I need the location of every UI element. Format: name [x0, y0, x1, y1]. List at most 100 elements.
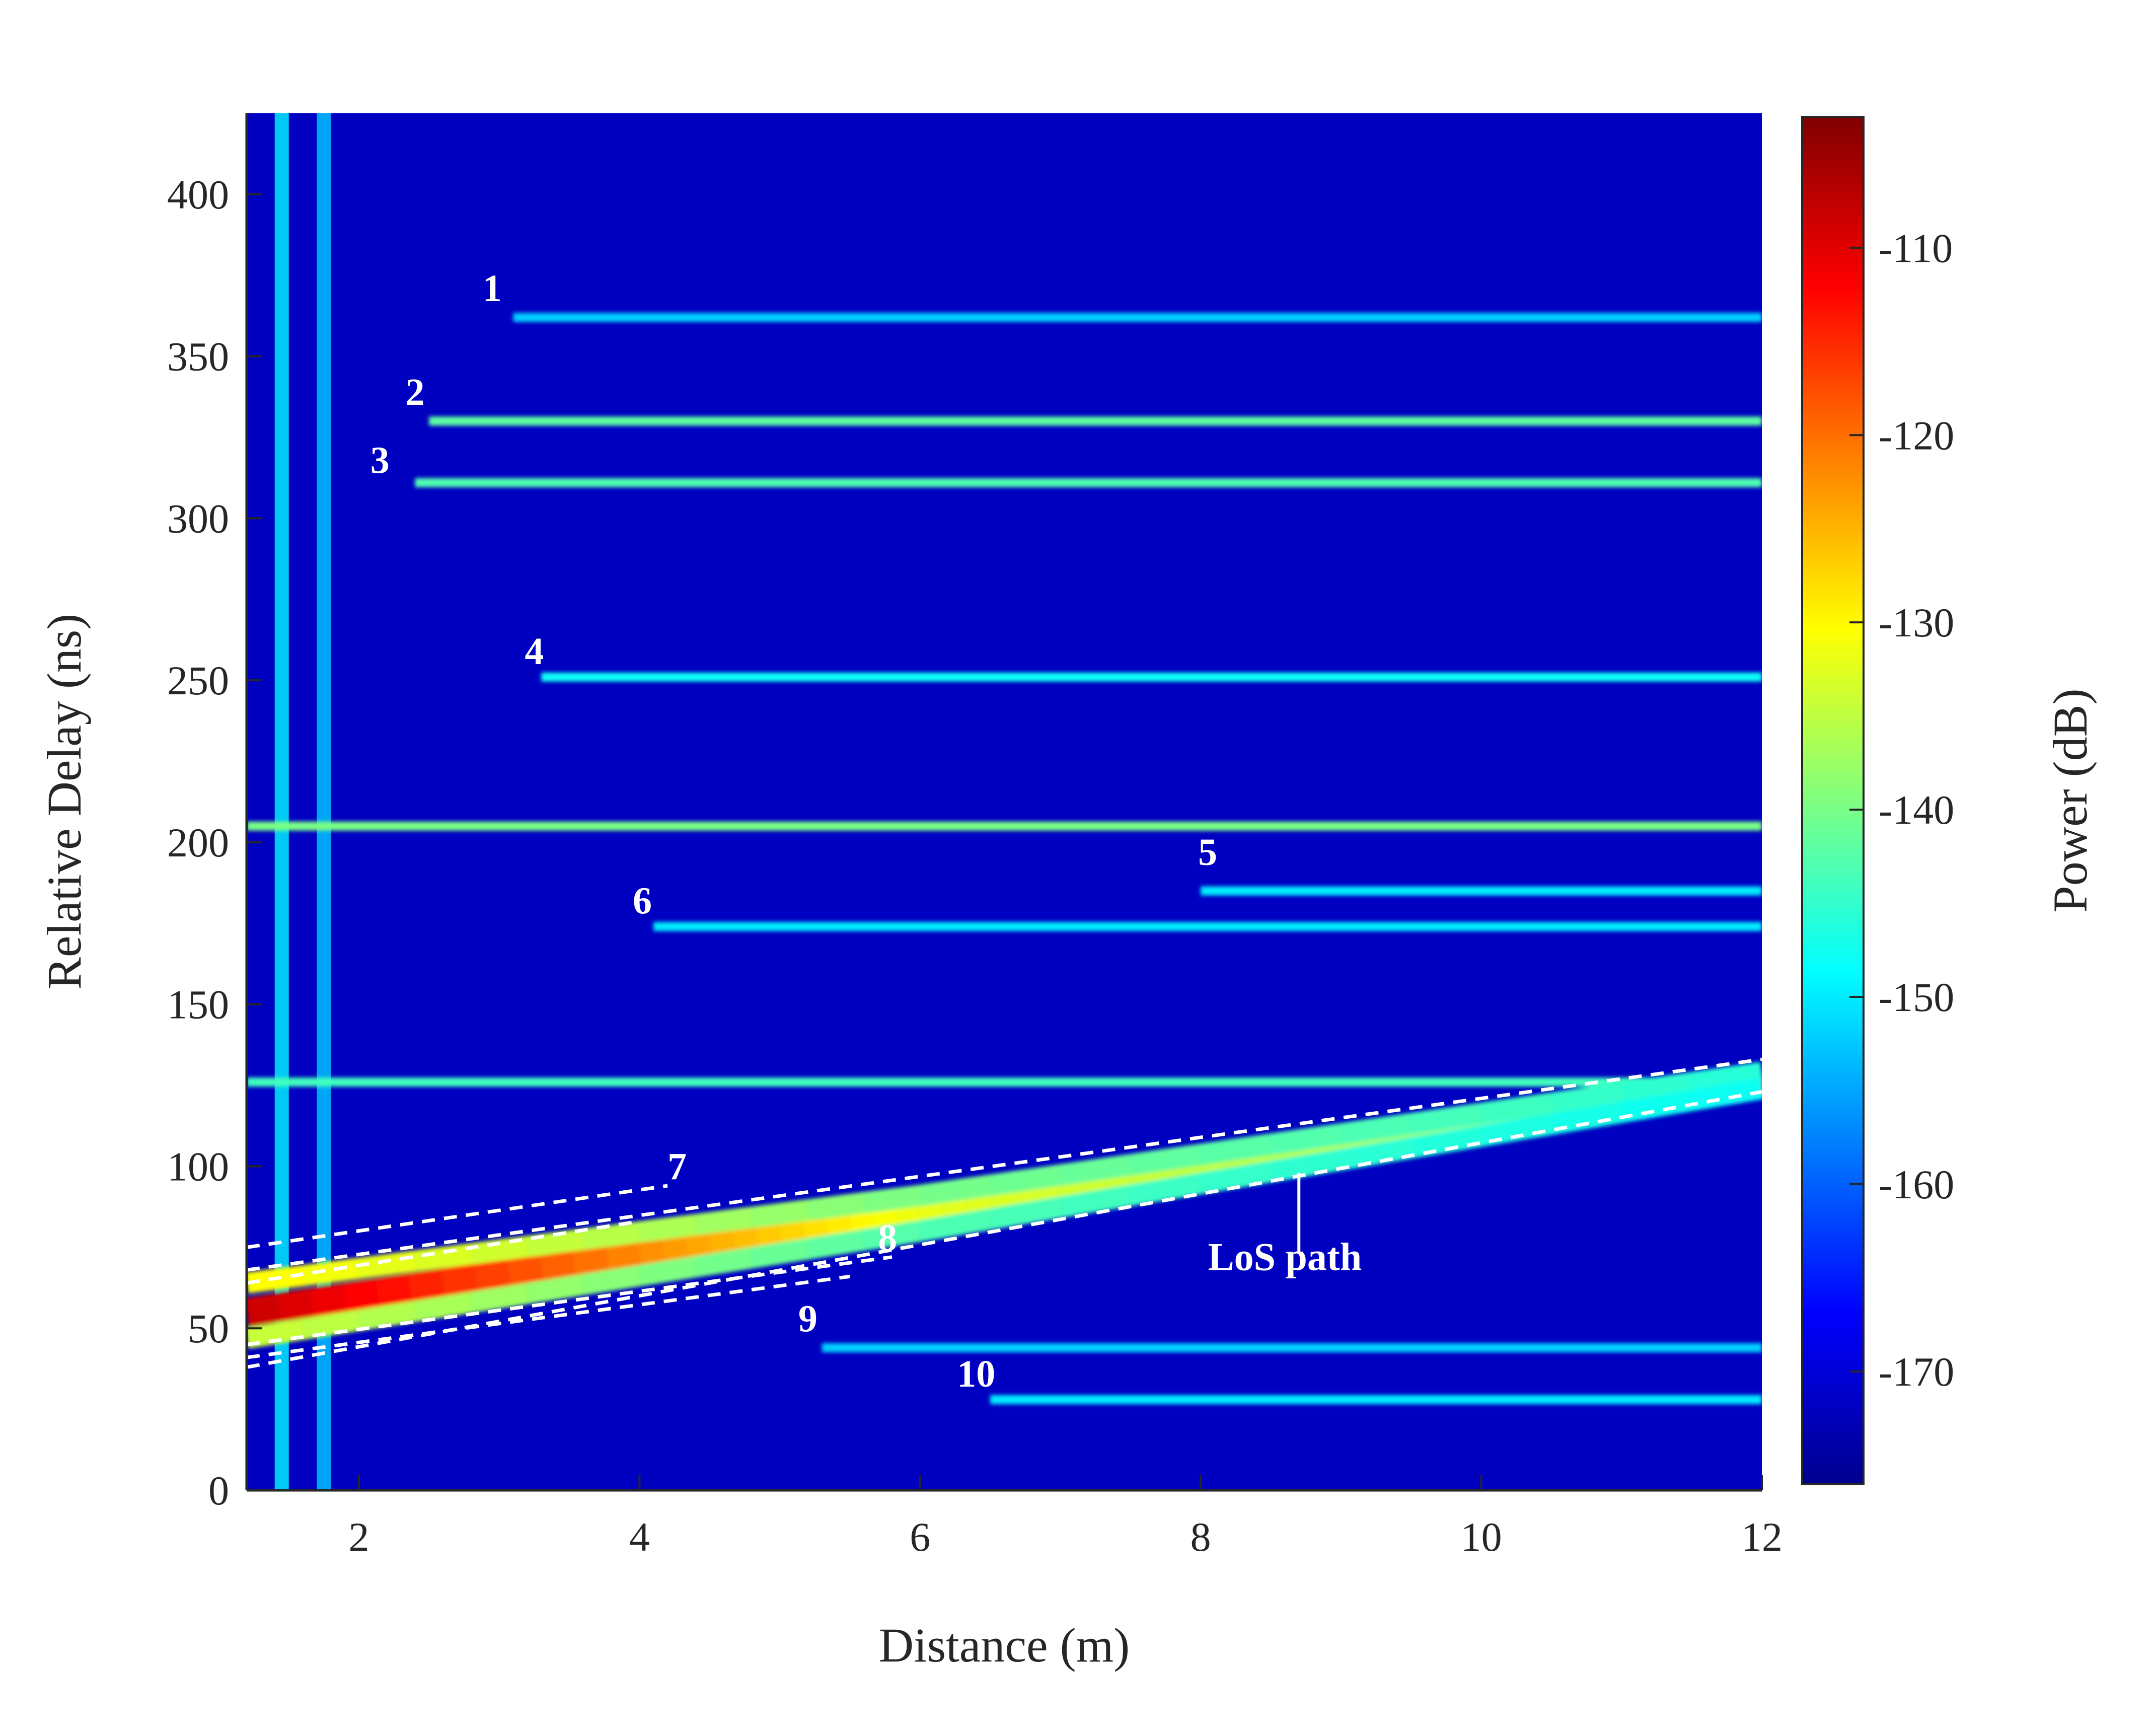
path-label-5: 5 [1198, 831, 1217, 874]
sloped-path-3-segment [1619, 1090, 1694, 1123]
los-path-segment [1269, 1141, 1297, 1173]
x-tick-label: 4 [629, 1514, 650, 1560]
sloped-path-3-segment [526, 1274, 585, 1305]
los-path-segment [1339, 1131, 1367, 1163]
sloped-path-3-segment [247, 1318, 305, 1349]
x-axis-title: Distance (m) [879, 1618, 1130, 1672]
los-path-label: LoS path [1208, 1235, 1362, 1278]
sloped-path-2-segment [1269, 1123, 1343, 1155]
sloped-path-2-segment [1479, 1092, 1553, 1124]
sloped-path-3-segment [694, 1247, 754, 1277]
colorbar-tick-label: -130 [1879, 600, 1954, 645]
sloped-path-3-segment [750, 1238, 810, 1269]
los-path-segment [684, 1229, 712, 1261]
x-tick-label: 6 [910, 1514, 930, 1560]
path-line-9 [822, 1343, 1762, 1352]
los-path-segment [310, 1283, 347, 1317]
los-path-segment [1058, 1173, 1086, 1205]
path-line-unlabeled-5 [247, 821, 1762, 831]
los-path-segment [1198, 1151, 1226, 1184]
y-tick-label: 100 [167, 1143, 229, 1189]
y-tick-label: 200 [167, 820, 229, 865]
los-path-segment [1175, 1155, 1203, 1187]
sloped-path-3-segment [357, 1301, 417, 1331]
path-label-4: 4 [525, 630, 544, 673]
sloped-path-2-segment [1339, 1113, 1413, 1145]
los-path-segment [277, 1288, 315, 1322]
los-path-segment [660, 1233, 689, 1265]
sloped-path-2-segment [638, 1214, 697, 1243]
los-path-segment [506, 1254, 544, 1287]
path-line-6 [653, 922, 1762, 931]
sloped-path-2-segment [1620, 1072, 1693, 1104]
sloped-path-3-segment [1339, 1137, 1413, 1171]
guide-line-4 [247, 1090, 1762, 1369]
los-path-segment [964, 1187, 993, 1219]
sloped-path-2-segment [526, 1229, 585, 1257]
path-label-3: 3 [370, 439, 390, 481]
path-line-5 [1201, 886, 1762, 896]
sloped-path-2-segment [582, 1221, 641, 1250]
y-axis-title: Relative Delay (ns) [37, 614, 91, 989]
sloped-path-3-segment [638, 1256, 698, 1286]
path-label-6: 6 [633, 880, 652, 922]
y-tick-label: 50 [188, 1306, 229, 1351]
los-path-segment [1128, 1162, 1156, 1194]
sloped-path-3-segment [988, 1197, 1063, 1230]
y-tick-label: 0 [208, 1468, 229, 1513]
x-tick-label: 12 [1741, 1514, 1782, 1560]
los-path-segment [707, 1225, 735, 1258]
los-path-segment [895, 1197, 922, 1230]
los-path-segment [1292, 1138, 1320, 1170]
path-label-1: 1 [483, 267, 502, 310]
y-tick-label: 300 [167, 495, 229, 541]
path-label-10: 10 [957, 1353, 995, 1395]
sloped-path-3-segment [1129, 1173, 1203, 1206]
los-path-segment [941, 1190, 969, 1222]
los-path-segment [375, 1273, 413, 1307]
los-path-segment [777, 1215, 805, 1247]
path-line-2 [429, 416, 1762, 426]
path-label-8: 8 [878, 1217, 897, 1259]
los-path-segment [247, 1293, 282, 1327]
path-line-4 [541, 672, 1762, 682]
sloped-path-2-segment [750, 1199, 809, 1228]
path-line-1 [513, 313, 1762, 322]
colorbar-tick-label: -110 [1879, 225, 1953, 271]
colorbar-tick-label: -140 [1879, 787, 1954, 833]
sloped-path-3-segment [918, 1208, 992, 1242]
sloped-path-2-segment [1549, 1082, 1623, 1114]
path-label-7: 7 [667, 1145, 687, 1188]
sloped-path-3-segment [1409, 1125, 1483, 1159]
path-label-9: 9 [798, 1298, 817, 1340]
path-line-3 [415, 478, 1762, 487]
sloped-path-3-segment [301, 1310, 361, 1340]
guide-line-5 [247, 1274, 850, 1359]
los-path-segment [1105, 1166, 1133, 1198]
sloped-path-2-segment [301, 1258, 360, 1286]
x-tick-label: 2 [348, 1514, 369, 1560]
sloped-path-2-segment [694, 1206, 754, 1236]
sloped-path-2-segment [989, 1164, 1062, 1196]
sloped-path-3-segment [1269, 1149, 1343, 1183]
x-tick-label: 8 [1191, 1514, 1211, 1560]
y-tick-label: 400 [167, 172, 229, 218]
sloped-path-3-segment [1479, 1113, 1553, 1147]
sloped-path-2-segment [1059, 1154, 1132, 1186]
sloped-path-2-segment [413, 1243, 473, 1272]
los-path-segment [824, 1208, 852, 1240]
los-path-segment [918, 1194, 946, 1226]
y-tick-label: 350 [167, 334, 229, 380]
colorbar-tick-label: -120 [1879, 412, 1954, 458]
path-line-10 [990, 1395, 1762, 1404]
los-path-segment [1081, 1169, 1109, 1201]
los-path-segment [605, 1240, 642, 1273]
sloped-path-2-segment [1690, 1061, 1762, 1094]
los-path-segment [1152, 1159, 1179, 1191]
sloped-path-3-segment [806, 1229, 866, 1260]
colorbar-tick-label: -170 [1879, 1349, 1954, 1395]
vertical-band-1 [274, 113, 289, 1490]
los-path-segment [1034, 1176, 1063, 1208]
